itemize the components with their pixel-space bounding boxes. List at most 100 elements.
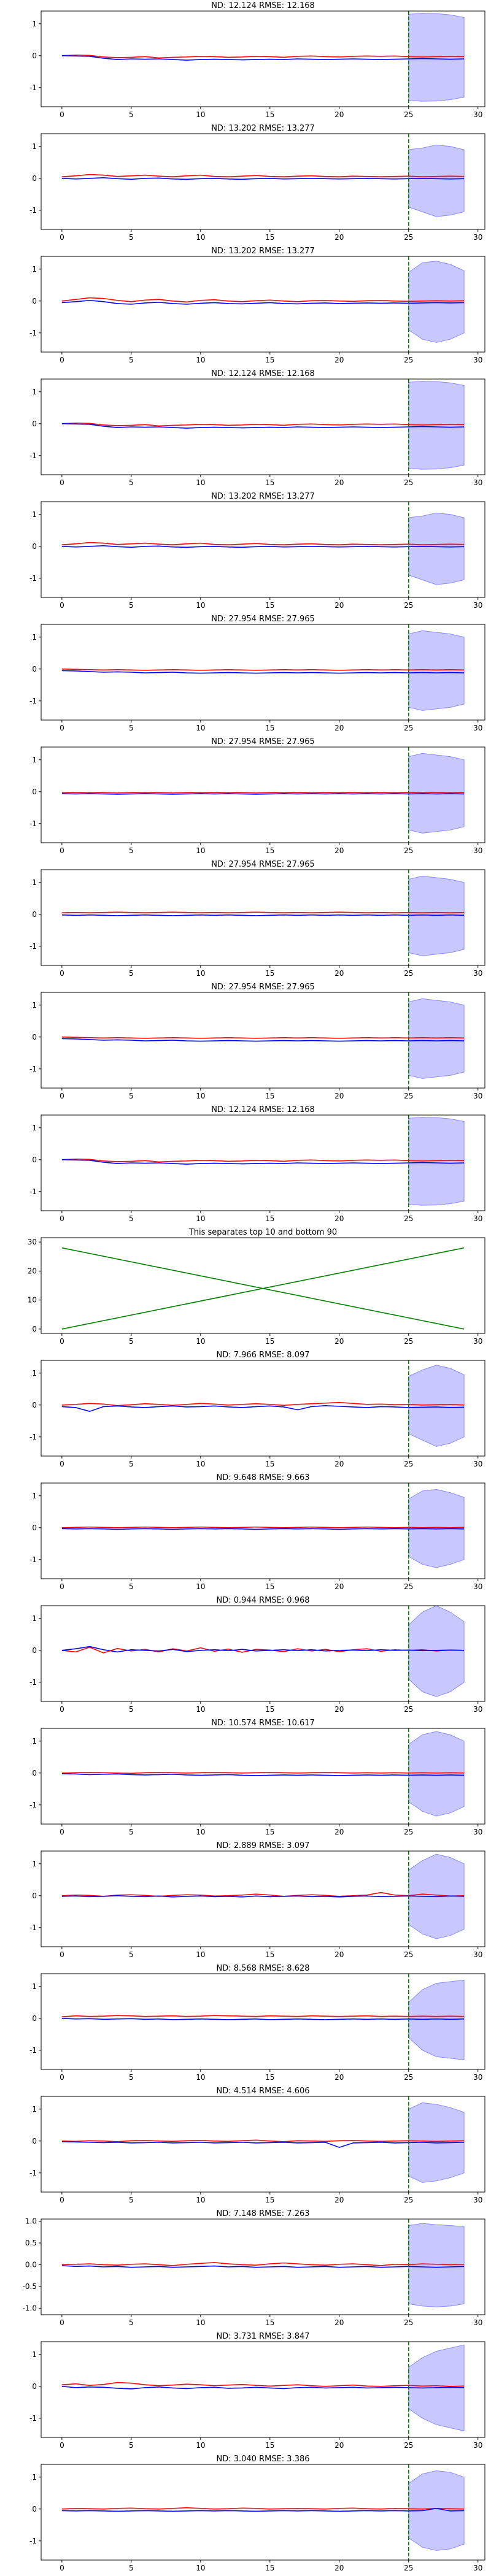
x-tick-label: 25 — [404, 2564, 413, 2572]
chart-title: ND: 8.568 RMSE: 8.628 — [216, 1964, 309, 1973]
x-tick-label: 30 — [473, 1337, 482, 1346]
y-tick-label: 0 — [32, 665, 37, 673]
x-tick-label: 10 — [196, 1582, 205, 1591]
y-tick-label: -1 — [29, 1187, 37, 1196]
x-tick-label: 0 — [60, 1582, 64, 1591]
confidence-band — [408, 381, 465, 470]
actual-series-line — [61, 542, 465, 546]
x-tick-label: 10 — [196, 1092, 205, 1100]
actual-series-line — [61, 792, 465, 794]
x-tick-label: 15 — [265, 1828, 274, 1836]
y-tick-label: 0 — [32, 1033, 37, 1041]
forecast-series-line — [61, 2141, 465, 2149]
x-tick-label: 30 — [473, 601, 482, 610]
y-tick-label: 1.0 — [25, 2217, 37, 2226]
y-tick-label: 0 — [32, 2382, 37, 2391]
y-tick-label: -1 — [29, 574, 37, 583]
axes-frame — [41, 1850, 485, 1947]
x-tick-label: 30 — [473, 1582, 482, 1591]
y-tick-label: 0 — [32, 1401, 37, 1409]
x-tick-label: 25 — [404, 478, 413, 487]
y-tick-label: 1 — [32, 510, 37, 519]
chart-title: ND: 12.124 RMSE: 12.168 — [211, 1, 315, 10]
y-tick-label: -1 — [29, 2046, 37, 2055]
forecast-series-line — [61, 670, 465, 674]
forecast-series-line — [61, 2265, 465, 2268]
confidence-band — [408, 1365, 465, 1447]
y-tick-label: 0 — [32, 1156, 37, 1164]
x-tick-label: 20 — [334, 1950, 344, 1959]
axes-frame — [41, 256, 485, 353]
confidence-band — [408, 753, 465, 834]
chart-title: ND: 12.124 RMSE: 12.168 — [211, 1105, 315, 1114]
x-tick-label: 5 — [129, 1092, 134, 1100]
y-tick-label: 0 — [32, 420, 37, 428]
x-tick-label: 10 — [196, 2564, 205, 2572]
x-tick-label: 10 — [196, 478, 205, 487]
x-tick-label: 30 — [473, 1705, 482, 1714]
x-tick-label: 15 — [265, 2564, 274, 2572]
x-tick-label: 20 — [334, 601, 344, 610]
x-tick-label: 5 — [129, 2564, 134, 2572]
chart-title: ND: 13.202 RMSE: 13.277 — [211, 247, 315, 256]
chart-panel: ND: 7.148 RMSE: 7.263 0 5 10 15 20 25 30 1.0 0.5 0… — [23, 2209, 485, 2327]
confidence-band — [408, 13, 465, 102]
y-tick-label: -1 — [29, 451, 37, 460]
actual-series-line — [61, 2262, 465, 2266]
y-tick-label: 0 — [32, 2137, 37, 2145]
x-tick-label: 5 — [129, 2073, 134, 2082]
axes-frame — [41, 10, 485, 107]
x-tick-label: 10 — [196, 110, 205, 119]
x-tick-label: 15 — [265, 724, 274, 732]
y-tick-label: -1 — [29, 1065, 37, 1073]
chart-title: ND: 27.954 RMSE: 27.965 — [211, 615, 315, 624]
x-tick-label: 5 — [129, 233, 134, 242]
axes-frame — [41, 992, 485, 1089]
confidence-band — [408, 630, 465, 711]
y-tick-label: 0 — [32, 1769, 37, 1777]
actual-series-line — [61, 669, 465, 671]
forecast-series-line — [61, 2386, 465, 2390]
x-tick-label: 30 — [473, 1214, 482, 1223]
actual-series-line — [61, 2507, 465, 2510]
x-tick-label: 5 — [129, 1828, 134, 1836]
x-tick-label: 5 — [129, 110, 134, 119]
axes-frame — [41, 746, 485, 843]
x-tick-label: 25 — [404, 1460, 413, 1468]
x-tick-label: 25 — [404, 1950, 413, 1959]
x-tick-label: 25 — [404, 1582, 413, 1591]
forecast-series-line — [61, 2018, 465, 2020]
actual-series-line — [61, 422, 465, 427]
x-tick-label: 15 — [265, 233, 274, 242]
x-tick-label: 30 — [473, 1092, 482, 1100]
x-tick-label: 10 — [196, 2196, 205, 2204]
axes-frame — [41, 869, 485, 966]
x-tick-label: 15 — [265, 601, 274, 610]
x-tick-label: 25 — [404, 233, 413, 242]
axes-frame — [41, 133, 485, 230]
x-tick-label: 0 — [60, 1828, 64, 1836]
actual-series-line — [61, 54, 465, 59]
x-tick-label: 20 — [334, 1828, 344, 1836]
x-tick-label: 10 — [196, 1828, 205, 1836]
forecast-series-line — [61, 299, 465, 305]
x-tick-label: 25 — [404, 724, 413, 732]
x-tick-label: 0 — [60, 2196, 64, 2204]
axes-frame — [41, 1728, 485, 1825]
x-tick-label: 30 — [473, 2441, 482, 2450]
y-tick-label: 1 — [32, 2350, 37, 2359]
y-tick-label: -1 — [29, 2414, 37, 2423]
x-tick-label: 5 — [129, 1582, 134, 1591]
chart-title: ND: 9.648 RMSE: 9.663 — [216, 1473, 309, 1482]
y-tick-label: 0.0 — [25, 2260, 37, 2269]
x-tick-label: 0 — [60, 724, 64, 732]
y-tick-label: 0.5 — [25, 2239, 37, 2247]
x-tick-label: 0 — [60, 2318, 64, 2327]
x-tick-label: 5 — [129, 2196, 134, 2204]
